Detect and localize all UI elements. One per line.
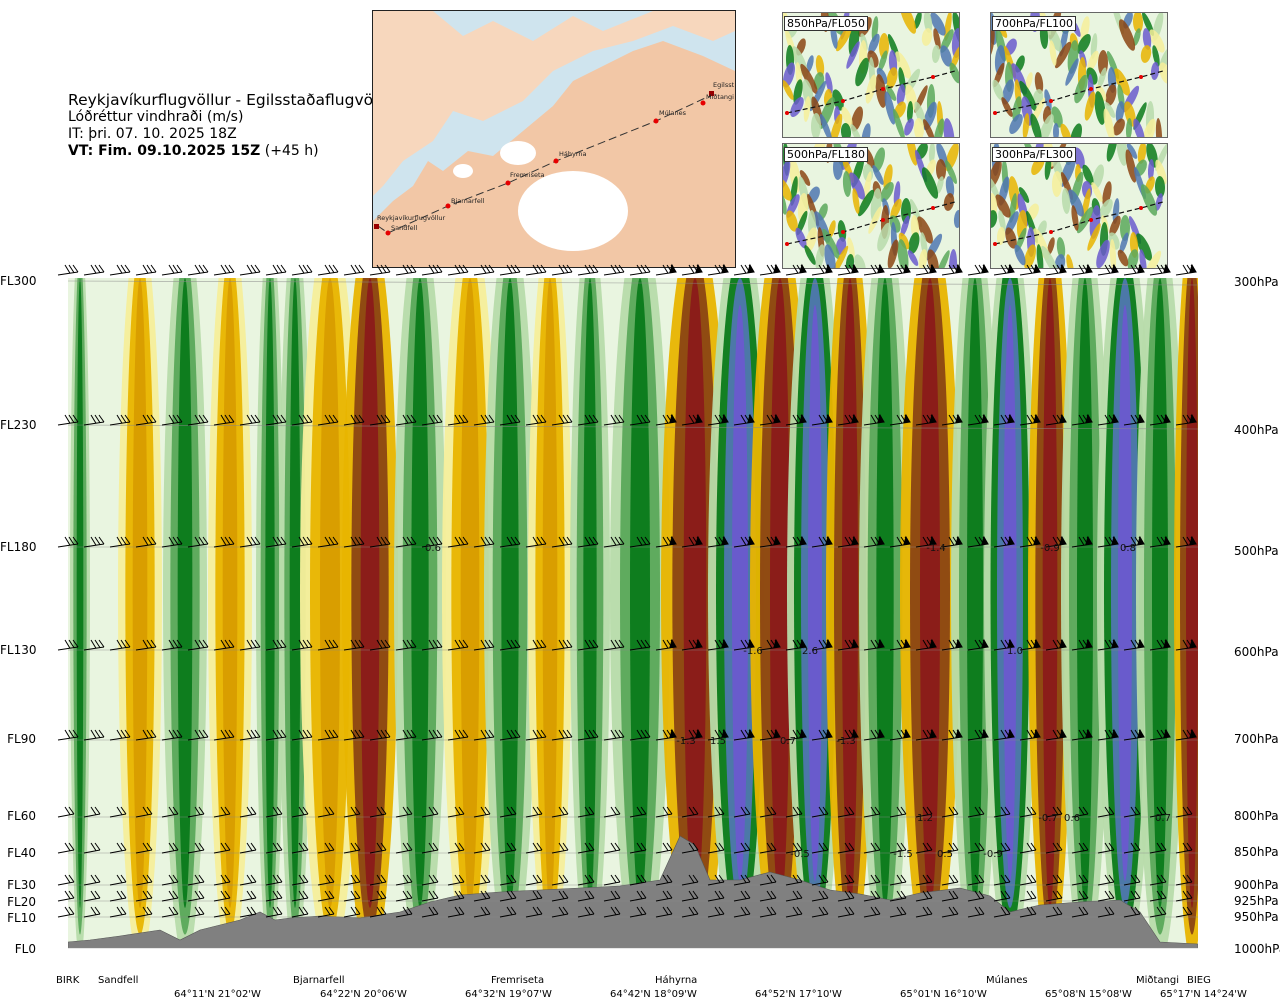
hpa-label-600: 600hPa — [1234, 645, 1279, 659]
waypoint-birk: BIRK — [56, 975, 80, 986]
route-map: Reykjavíkurflugvöllur Sandfell Bjarnarfe… — [372, 10, 736, 268]
waypoint-sandfell: Sandfell — [98, 975, 139, 986]
hpa-label-900: 900hPa — [1234, 878, 1279, 892]
fl-label-300: FL300 — [0, 274, 37, 288]
map-label-rvk: Reykjavíkurflugvöllur — [377, 214, 446, 222]
coord-6: 65°01'N 16°10'W — [900, 989, 987, 1000]
hpa-label-700: 700hPa — [1234, 732, 1279, 746]
minimap-850-graphic — [783, 13, 959, 137]
minimap-500: 500hPa/FL180 — [782, 143, 960, 269]
fl-label-40: FL40 — [7, 846, 36, 860]
contour-label: -1.6 — [743, 646, 763, 657]
contour-labels: 0.6 -1.4 -0.9 0.8 -1.6 2.6 1.0 -1.3 1.5 0.7 -1.3 1.… — [425, 543, 1171, 860]
fl-label-60: FL60 — [7, 809, 36, 823]
hpa-label-300: 300hPa — [1234, 275, 1279, 289]
contour-label: 1.5 — [710, 736, 726, 747]
map-label-bjarnarfell: Bjarnarfell — [451, 197, 485, 205]
minimap-500-label: 500hPa/FL180 — [784, 147, 869, 162]
contour-label: -1.3 — [676, 736, 696, 747]
coord-1: 64°11'N 21°02'W — [174, 989, 261, 1000]
fl-label-130: FL130 — [0, 643, 37, 657]
contour-label: -0.5 — [790, 849, 810, 860]
hpa-label-925: 925hPa — [1234, 894, 1279, 908]
valid-time-bold: VT: Fim. 09.10.2025 15Z — [68, 143, 261, 159]
fl-label-0: FL0 — [14, 942, 36, 956]
hpa-label-850: 850hPa — [1234, 845, 1279, 859]
map-label-mulanes: Múlanes — [659, 109, 687, 117]
contour-label: -1.5 — [893, 849, 913, 860]
chart-title-block: Reykjavíkurflugvöllur - Egilsstaðaflugvö… — [68, 92, 398, 160]
route-title: Reykjavíkurflugvöllur - Egilsstaðaflugvö… — [68, 91, 398, 109]
hpa-label-1000: 1000hPa — [1234, 942, 1280, 956]
waypoint-midtangi: Miðtangi — [1136, 975, 1180, 986]
fl-label-90: FL90 — [7, 732, 36, 746]
map-label-hahyrna: Háhyrna — [559, 150, 587, 158]
contour-label: 2.6 — [802, 646, 818, 657]
fl-label-230: FL230 — [0, 418, 37, 432]
variable-label: Lóðréttur vindhraði (m/s) — [68, 109, 244, 125]
hpa-label-500: 500hPa — [1234, 544, 1279, 558]
minimap-700: 700hPa/FL100 — [990, 12, 1168, 138]
map-label-egilsst: Egilsst — [713, 81, 735, 89]
minimap-300-label: 300hPa/FL300 — [992, 147, 1077, 162]
hpa-label-400: 400hPa — [1234, 423, 1279, 437]
minimap-500-graphic — [783, 144, 959, 268]
contour-label: 0.7 — [780, 736, 796, 747]
coord-5: 64°52'N 17°10'W — [755, 989, 842, 1000]
waypoint-mulanes: Múlanes — [986, 975, 1028, 986]
waypoint-hahyrna: Háhyrna — [655, 975, 698, 986]
valid-time: VT: Fim. 09.10.2025 15Z (+45 h) — [68, 143, 398, 160]
vertical-velocity-field — [68, 278, 1198, 948]
coord-8: 65°17'N 14°24'W — [1160, 989, 1247, 1000]
contour-label: -0.9 — [983, 849, 1003, 860]
hpa-label-800: 800hPa — [1234, 809, 1279, 823]
contour-label: 0.7 — [1155, 813, 1171, 824]
waypoint-bieg: BIEG — [1187, 975, 1211, 986]
init-time: IT: þri. 07. 10. 2025 18Z — [68, 126, 237, 142]
contour-label: -0.7 — [1038, 813, 1058, 824]
coord-4: 64°42'N 18°09'W — [610, 989, 697, 1000]
terrain-profile — [68, 835, 1198, 948]
coord-2: 64°22'N 20°06'W — [320, 989, 407, 1000]
contour-label: -1.3 — [836, 736, 856, 747]
contour-label: 1.0 — [1007, 646, 1023, 657]
map-label-fremriseta: Fremriseta — [510, 171, 545, 179]
fl-label-30: FL30 — [7, 878, 36, 892]
valid-time-offset: (+45 h) — [260, 143, 319, 159]
minimap-850: 850hPa/FL050 — [782, 12, 960, 138]
contour-label: 1.2 — [917, 813, 933, 824]
fl-label-180: FL180 — [0, 540, 37, 554]
fl-label-20: FL20 — [7, 895, 36, 909]
map-label-sandfell: Sandfell — [391, 224, 417, 232]
contour-label: 0.8 — [1120, 543, 1136, 554]
minimap-300: 300hPa/FL300 — [990, 143, 1168, 269]
map-label-midtangi: Miðtangi — [706, 93, 734, 101]
minimap-850-label: 850hPa/FL050 — [784, 16, 869, 31]
contour-label: 0.6 — [1064, 813, 1080, 824]
waypoint-bjarnarfell: Bjarnarfell — [293, 975, 345, 986]
wind-barbs — [57, 263, 1197, 918]
coord-3: 64°32'N 19°07'W — [465, 989, 552, 1000]
minimap-700-graphic — [991, 13, 1167, 137]
contour-label: 0.6 — [425, 543, 441, 554]
contour-label: 0.5 — [937, 849, 953, 860]
hpa-label-950: 950hPa — [1234, 910, 1279, 924]
fl-label-10: FL10 — [7, 911, 36, 925]
minimap-700-label: 700hPa/FL100 — [992, 16, 1077, 31]
contour-label: -0.9 — [1040, 543, 1060, 554]
contour-label: -1.4 — [926, 543, 946, 554]
coord-7: 65°08'N 15°08'W — [1045, 989, 1132, 1000]
waypoint-fremriseta: Fremriseta — [491, 975, 545, 986]
route-map-graphic: Reykjavíkurflugvöllur Sandfell Bjarnarfe… — [373, 11, 735, 267]
